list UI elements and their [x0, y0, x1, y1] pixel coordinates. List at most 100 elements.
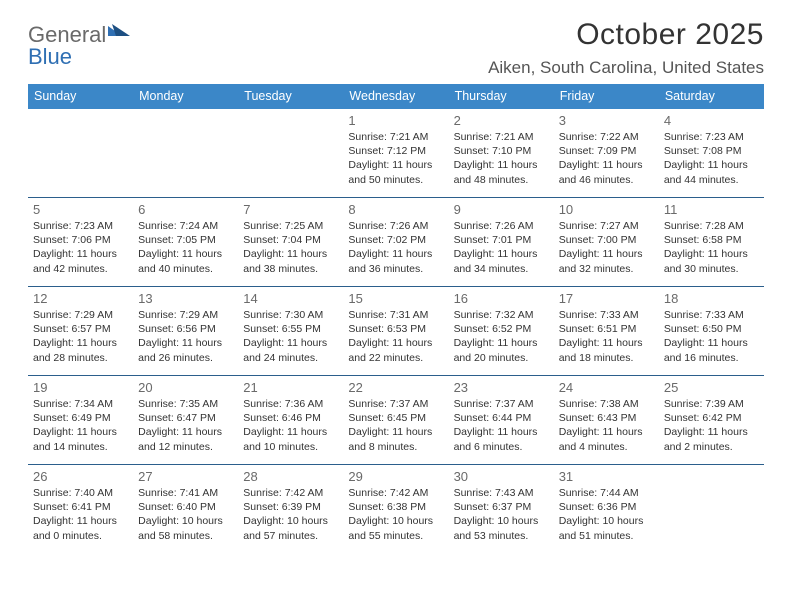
daylight-text: Daylight: 11 hours and 4 minutes.: [559, 425, 654, 453]
calendar-cell: 30Sunrise: 7:43 AMSunset: 6:37 PMDayligh…: [449, 465, 554, 553]
calendar-cell: 5 Sunrise: 7:23 AMSunset: 7:06 PMDaylight…: [28, 198, 133, 286]
daylight-text: Daylight: 11 hours and 6 minutes.: [454, 425, 549, 453]
daylight-text: Daylight: 11 hours and 18 minutes.: [559, 336, 654, 364]
sunset-text: Sunset: 7:02 PM: [348, 233, 443, 247]
calendar-cell: 19Sunrise: 7:34 AMSunset: 6:49 PMDayligh…: [28, 376, 133, 464]
sunrise-text: Sunrise: 7:29 AM: [138, 308, 233, 322]
sunset-text: Sunset: 6:52 PM: [454, 322, 549, 336]
sunrise-text: Sunrise: 7:23 AM: [664, 130, 759, 144]
sunset-text: Sunset: 6:50 PM: [664, 322, 759, 336]
sunset-text: Sunset: 6:56 PM: [138, 322, 233, 336]
day-header-tuesday: Tuesday: [238, 84, 343, 109]
day-number: 31: [559, 469, 654, 484]
sunset-text: Sunset: 6:38 PM: [348, 500, 443, 514]
sunrise-text: Sunrise: 7:42 AM: [348, 486, 443, 500]
month-title: October 2025: [488, 18, 764, 52]
sunrise-text: Sunrise: 7:40 AM: [33, 486, 128, 500]
daylight-text: Daylight: 11 hours and 22 minutes.: [348, 336, 443, 364]
sunset-text: Sunset: 7:05 PM: [138, 233, 233, 247]
daylight-text: Daylight: 11 hours and 38 minutes.: [243, 247, 338, 275]
daylight-text: Daylight: 10 hours and 51 minutes.: [559, 514, 654, 542]
sunset-text: Sunset: 7:06 PM: [33, 233, 128, 247]
calendar-week: 12Sunrise: 7:29 AMSunset: 6:57 PMDayligh…: [28, 287, 764, 376]
day-number: 14: [243, 291, 338, 306]
sunset-text: Sunset: 6:49 PM: [33, 411, 128, 425]
page-header: General Blue October 2025 Aiken, South C…: [28, 18, 764, 78]
day-number: 11: [664, 202, 759, 217]
logo-triangle-icon: [108, 22, 130, 41]
calendar-cell: 22 Sunrise: 7:37 AMSunset: 6:45 PMDayligh…: [343, 376, 448, 464]
sunset-text: Sunset: 6:41 PM: [33, 500, 128, 514]
day-header-row: Sunday Monday Tuesday Wednesday Thursday…: [28, 84, 764, 109]
calendar-cell: 10Sunrise: 7:27 AMSunset: 7:00 PMDayligh…: [554, 198, 659, 286]
calendar-cell: 4Sunrise: 7:23 AMSunset: 7:08 PMDaylight…: [659, 109, 764, 197]
daylight-text: Daylight: 11 hours and 36 minutes.: [348, 247, 443, 275]
day-number: 26: [33, 469, 128, 484]
daylight-text: Daylight: 11 hours and 14 minutes.: [33, 425, 128, 453]
sunrise-text: Sunrise: 7:42 AM: [243, 486, 338, 500]
daylight-text: Daylight: 11 hours and 46 minutes.: [559, 158, 654, 186]
day-number: 1: [348, 113, 443, 128]
daylight-text: Daylight: 11 hours and 50 minutes.: [348, 158, 443, 186]
day-number: 22: [348, 380, 443, 395]
calendar-cell: 7Sunrise: 7:25 AMSunset: 7:04 PMDaylight…: [238, 198, 343, 286]
daylight-text: Daylight: 10 hours and 55 minutes.: [348, 514, 443, 542]
sunset-text: Sunset: 6:39 PM: [243, 500, 338, 514]
sunrise-text: Sunrise: 7:37 AM: [454, 397, 549, 411]
sunrise-text: Sunrise: 7:29 AM: [33, 308, 128, 322]
daylight-text: Daylight: 11 hours and 42 minutes.: [33, 247, 128, 275]
sunset-text: Sunset: 6:51 PM: [559, 322, 654, 336]
calendar-cell: 3Sunrise: 7:22 AMSunset: 7:09 PMDaylight…: [554, 109, 659, 197]
sunset-text: Sunset: 6:43 PM: [559, 411, 654, 425]
day-number: 10: [559, 202, 654, 217]
day-number: 6: [138, 202, 233, 217]
sunset-text: Sunset: 7:04 PM: [243, 233, 338, 247]
sunrise-text: Sunrise: 7:30 AM: [243, 308, 338, 322]
day-number: 13: [138, 291, 233, 306]
sunset-text: Sunset: 6:36 PM: [559, 500, 654, 514]
daylight-text: Daylight: 11 hours and 28 minutes.: [33, 336, 128, 364]
calendar-cell: 9Sunrise: 7:26 AMSunset: 7:01 PMDaylight…: [449, 198, 554, 286]
calendar-cell: 24Sunrise: 7:38 AMSunset: 6:43 PMDayligh…: [554, 376, 659, 464]
calendar-cell: [28, 109, 133, 197]
calendar-cell: 17 Sunrise: 7:33 AMSunset: 6:51 PMDayligh…: [554, 287, 659, 375]
day-number: 7: [243, 202, 338, 217]
sunset-text: Sunset: 6:57 PM: [33, 322, 128, 336]
calendar-cell: 18Sunrise: 7:33 AMSunset: 6:50 PMDayligh…: [659, 287, 764, 375]
day-number: 8: [348, 202, 443, 217]
daylight-text: Daylight: 11 hours and 44 minutes.: [664, 158, 759, 186]
daylight-text: Daylight: 11 hours and 20 minutes.: [454, 336, 549, 364]
sunrise-text: Sunrise: 7:37 AM: [348, 397, 443, 411]
day-number: 29: [348, 469, 443, 484]
calendar-cell: 29 Sunrise: 7:42 AMSunset: 6:38 PMDayligh…: [343, 465, 448, 553]
sunrise-text: Sunrise: 7:33 AM: [664, 308, 759, 322]
day-number: 15: [348, 291, 443, 306]
sunrise-text: Sunrise: 7:33 AM: [559, 308, 654, 322]
calendar-cell: 15Sunrise: 7:31 AMSunset: 6:53 PMDayligh…: [343, 287, 448, 375]
calendar-cell: 23Sunrise: 7:37 AMSunset: 6:44 PMDayligh…: [449, 376, 554, 464]
calendar-week: 1Sunrise: 7:21 AMSunset: 7:12 PMDaylight…: [28, 109, 764, 198]
daylight-text: Daylight: 11 hours and 8 minutes.: [348, 425, 443, 453]
day-number: 20: [138, 380, 233, 395]
calendar-cell: 6Sunrise: 7:24 AMSunset: 7:05 PMDaylight…: [133, 198, 238, 286]
sunrise-text: Sunrise: 7:38 AM: [559, 397, 654, 411]
day-number: 5: [33, 202, 128, 217]
sunset-text: Sunset: 6:42 PM: [664, 411, 759, 425]
sunrise-text: Sunrise: 7:32 AM: [454, 308, 549, 322]
daylight-text: Daylight: 11 hours and 16 minutes.: [664, 336, 759, 364]
daylight-text: Daylight: 11 hours and 12 minutes.: [138, 425, 233, 453]
calendar-week: 26 Sunrise: 7:40 AMSunset: 6:41 PM Dayligh…: [28, 465, 764, 553]
calendar-cell: 2Sunrise: 7:21 AMSunset: 7:10 PMDaylight…: [449, 109, 554, 197]
calendar-cell: 12Sunrise: 7:29 AMSunset: 6:57 PMDayligh…: [28, 287, 133, 375]
sunset-text: Sunset: 6:58 PM: [664, 233, 759, 247]
day-number: 17: [559, 291, 654, 306]
day-number: 19: [33, 380, 128, 395]
sunrise-text: Sunrise: 7:39 AM: [664, 397, 759, 411]
day-header-thursday: Thursday: [449, 84, 554, 109]
calendar-cell: [133, 109, 238, 197]
sunrise-text: Sunrise: 7:23 AM: [33, 219, 128, 233]
calendar-cell: 16Sunrise: 7:32 AMSunset: 6:52 PMDayligh…: [449, 287, 554, 375]
day-number: 27: [138, 469, 233, 484]
sunset-text: Sunset: 6:45 PM: [348, 411, 443, 425]
calendar-week: 19Sunrise: 7:34 AMSunset: 6:49 PMDayligh…: [28, 376, 764, 465]
